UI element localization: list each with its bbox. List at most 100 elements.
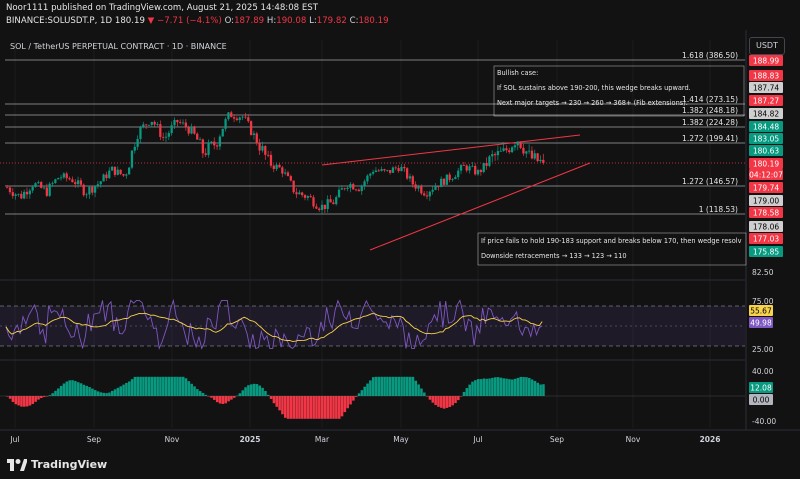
macd-hist-bar <box>366 383 369 396</box>
macd-hist-bar <box>513 378 517 396</box>
macd-hist-bar <box>96 391 100 396</box>
macd-hist-bar <box>201 392 205 396</box>
macd-hist-bar <box>391 376 395 396</box>
tradingview-logo-icon <box>7 458 27 471</box>
macd-hist-bar <box>363 386 366 396</box>
macd-hist-bar <box>261 387 264 396</box>
symbol-name[interactable]: BINANCE:SOLUSDT.P, 1D <box>6 16 113 26</box>
price-badge-label: 177.03 <box>753 234 779 243</box>
macd-hist-bar <box>405 376 409 396</box>
macd-hist-bar <box>196 389 199 396</box>
macd-hist-bar <box>371 377 375 396</box>
price-badge-bg <box>749 158 783 169</box>
candle-body <box>150 121 153 125</box>
macd-hist-bar <box>312 396 315 419</box>
fib-level-label: 1.618 (386.50) <box>682 51 738 60</box>
candle-body <box>281 167 284 174</box>
macd-hist-bar <box>448 396 452 407</box>
candle-body <box>479 170 483 173</box>
macd-hist-bar <box>482 378 486 396</box>
candle-body <box>125 174 128 176</box>
candle-body <box>76 180 80 185</box>
candle-body <box>448 174 451 180</box>
candle-body <box>105 174 108 179</box>
rsi-pane <box>0 298 745 351</box>
candle-body <box>6 187 9 189</box>
rsi-ma-line <box>5 312 543 342</box>
candle-body <box>204 153 207 155</box>
rsi-axis-tick: 25.00 <box>752 345 774 354</box>
price-axis-tick: 82.50 <box>752 268 774 277</box>
candle-body <box>164 136 168 138</box>
macd-hist-bar <box>45 396 49 397</box>
open-value: 187.89 <box>234 16 265 26</box>
macd-hist-bar <box>420 388 423 396</box>
macd-hist-bar <box>184 378 188 396</box>
candle-body <box>113 166 117 175</box>
macd-hist-bar <box>440 396 443 408</box>
macd-hist-bar <box>383 376 386 396</box>
tradingview-logo[interactable]: TradingView <box>7 458 107 471</box>
candle-body <box>190 126 193 134</box>
candle-body <box>258 143 261 151</box>
macd-hist-bar <box>320 396 324 419</box>
candle-body <box>232 117 236 119</box>
candle-body <box>159 124 162 137</box>
macd-hist-bar <box>232 396 236 398</box>
macd-hist-bar <box>241 390 245 396</box>
candle-body <box>527 150 531 152</box>
macd-hist-bar <box>40 396 43 399</box>
candle-body <box>62 173 66 178</box>
price-badge-bg <box>749 145 783 156</box>
macd-hist-bar <box>533 380 537 396</box>
macd-hist-bar <box>474 380 477 396</box>
macd-hist-bar <box>278 396 281 411</box>
candle-body <box>386 170 389 171</box>
fib-level-label: 1.272 (146.57) <box>682 177 738 186</box>
macd-hist-bar <box>28 396 32 406</box>
candle-body <box>28 190 31 195</box>
macd-hist-bar <box>210 396 213 398</box>
price-badge-label: 04:12:07 <box>749 170 783 179</box>
macd-axis-tick: 40.00 <box>752 367 774 376</box>
macd-hist-bar <box>173 376 176 396</box>
macd-hist-bar <box>493 377 497 396</box>
candle-body <box>420 186 423 194</box>
macd-hist-bar <box>485 378 488 396</box>
price-badge-bg <box>749 70 783 81</box>
candle-body <box>312 197 315 207</box>
candle-body <box>417 186 420 189</box>
macd-hist-bar <box>170 376 174 396</box>
macd-hist-bar <box>51 393 54 396</box>
candle-body <box>130 150 134 168</box>
price-badge-bg <box>749 221 783 232</box>
close-label: C: <box>349 16 359 26</box>
macd-hist-bar <box>99 392 103 396</box>
candle-body <box>476 170 480 175</box>
macd-hist-bar <box>85 385 88 396</box>
candle-body <box>201 139 205 154</box>
macd-hist-bar <box>110 390 114 396</box>
candle-body <box>394 167 397 169</box>
time-axis-label: 2025 <box>240 435 261 444</box>
candle-body <box>380 169 383 171</box>
candle-body <box>349 184 352 188</box>
macd-hist-bar <box>221 396 225 404</box>
macd-hist-bar <box>23 396 26 407</box>
macd-hist-bar <box>352 396 355 401</box>
macd-hist-bar <box>14 396 18 405</box>
macd-hist-bar <box>374 376 378 396</box>
fib-level-label: 1 (118.53) <box>699 205 738 214</box>
macd-hist-bar <box>326 396 330 419</box>
candle-body <box>139 127 142 139</box>
candle-body <box>8 187 12 193</box>
macd-hist-bar <box>74 381 77 396</box>
candle-body <box>68 178 71 180</box>
macd-hist-bar <box>215 396 219 403</box>
open-label: O: <box>224 16 235 26</box>
macd-hist-bar <box>496 377 500 396</box>
rsi-badge-label: 55.67 <box>750 307 772 316</box>
currency-button[interactable]: USDT <box>749 37 785 55</box>
